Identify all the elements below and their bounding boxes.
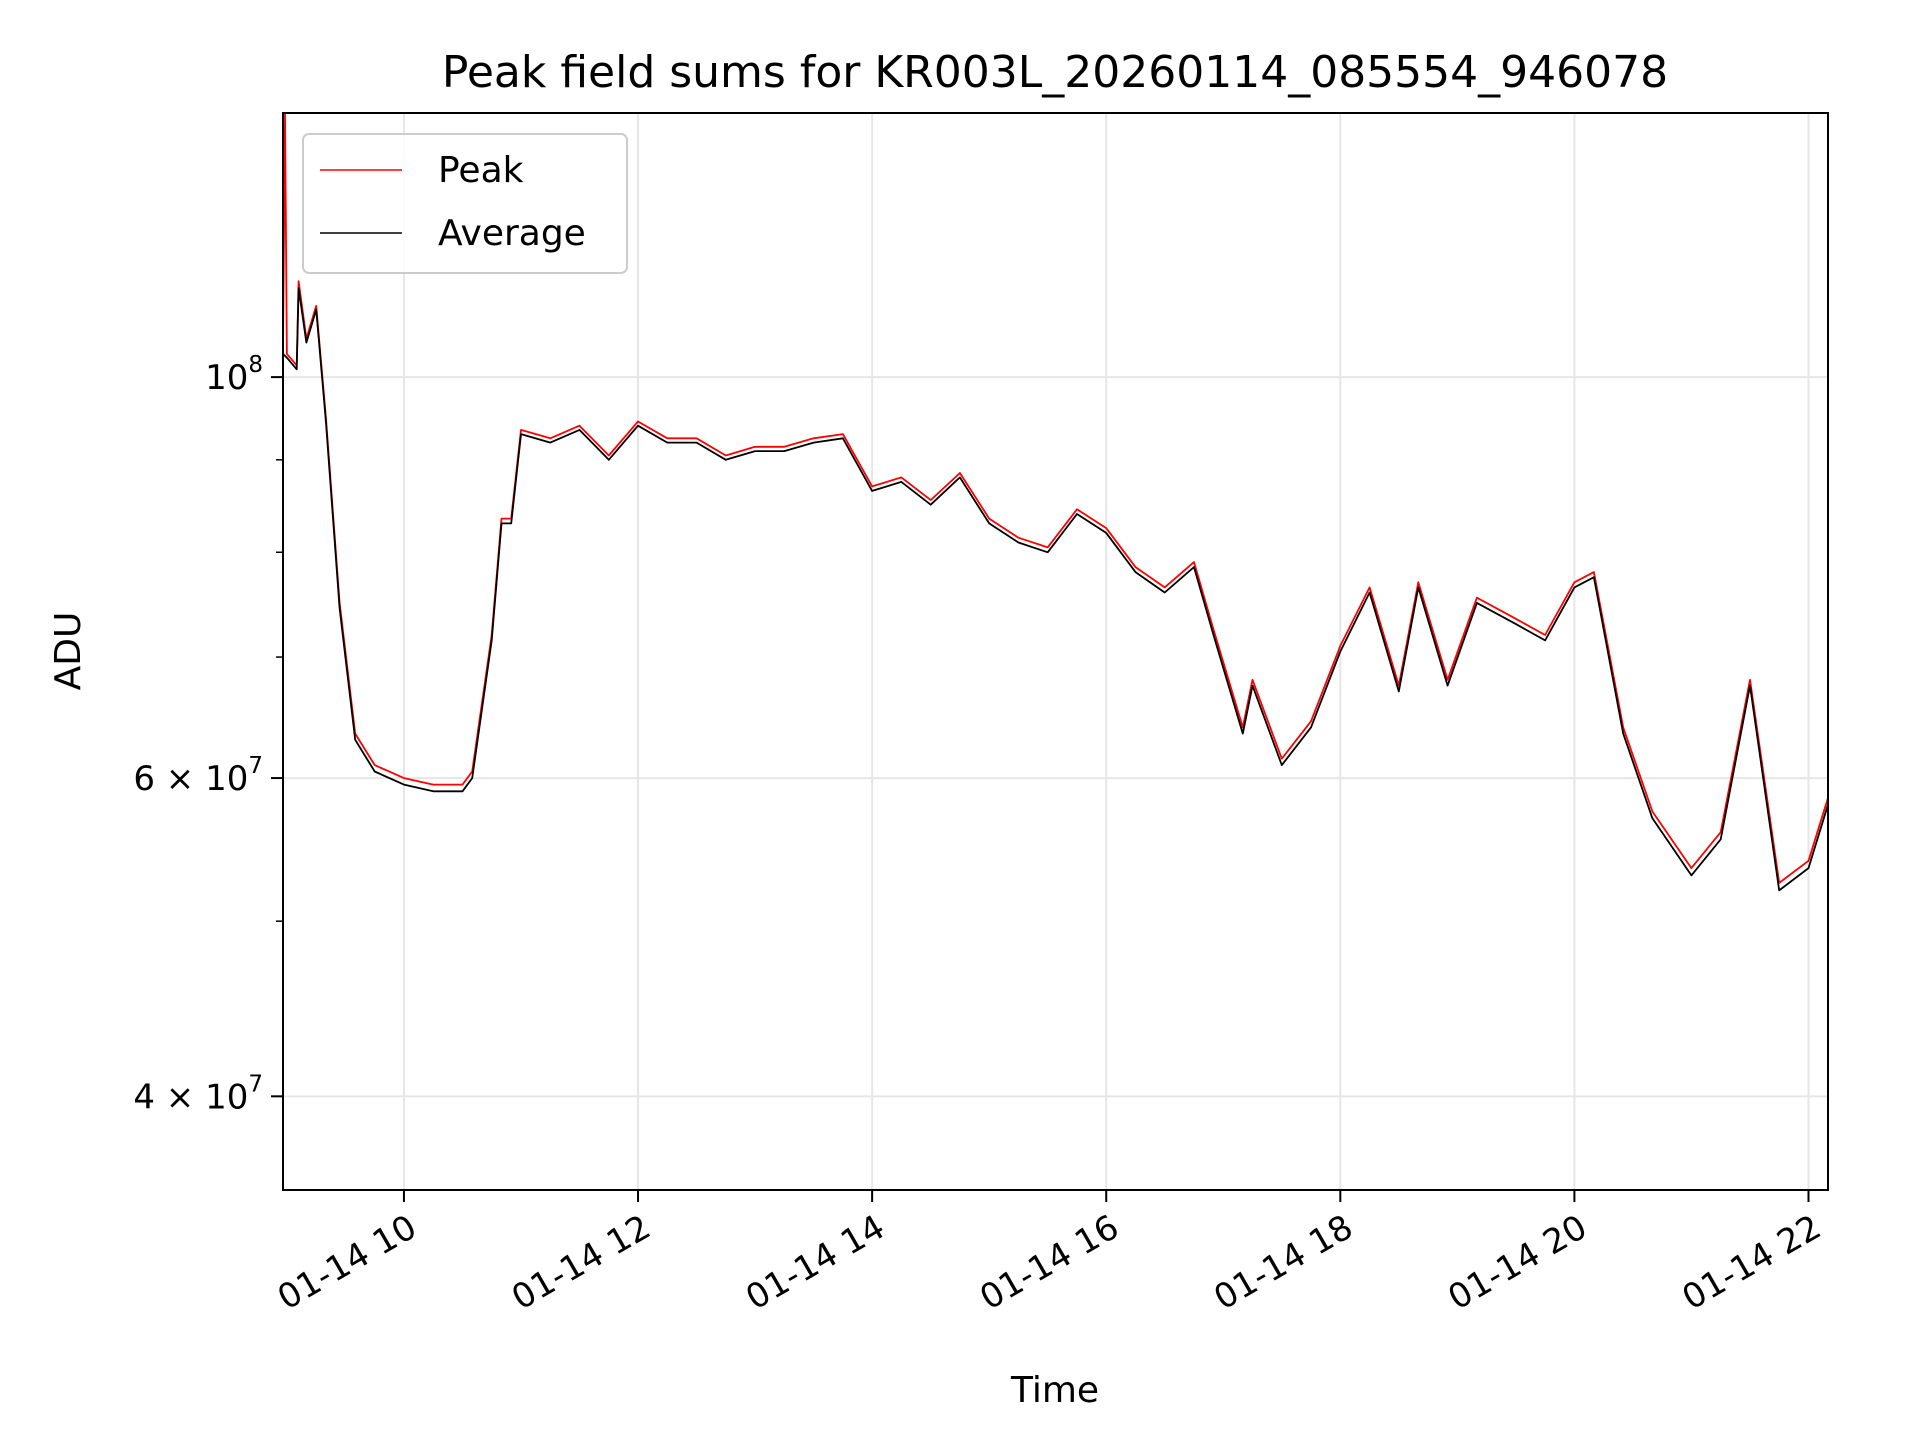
legend-box <box>302 133 628 274</box>
y-tick-label: 4 × 107 <box>133 1071 263 1117</box>
y-tick-label: 108 <box>205 352 263 398</box>
plot-frame <box>282 112 1829 1191</box>
legend-label-peak: Peak <box>438 150 524 191</box>
series-line-peak <box>282 112 1829 884</box>
grid-lines <box>283 113 1828 1190</box>
x-axis-label: Time <box>1010 1370 1099 1411</box>
series-layer <box>282 112 1829 892</box>
y-axis-label: ADU <box>48 612 89 691</box>
series-line-average <box>282 287 1829 892</box>
chart-title: Peak field sums for KR003L_20260114_0855… <box>442 47 1668 98</box>
y-tick-label: 6 × 107 <box>133 753 263 799</box>
legend: Peak Average <box>302 133 628 274</box>
legend-label-average: Average <box>438 213 586 254</box>
